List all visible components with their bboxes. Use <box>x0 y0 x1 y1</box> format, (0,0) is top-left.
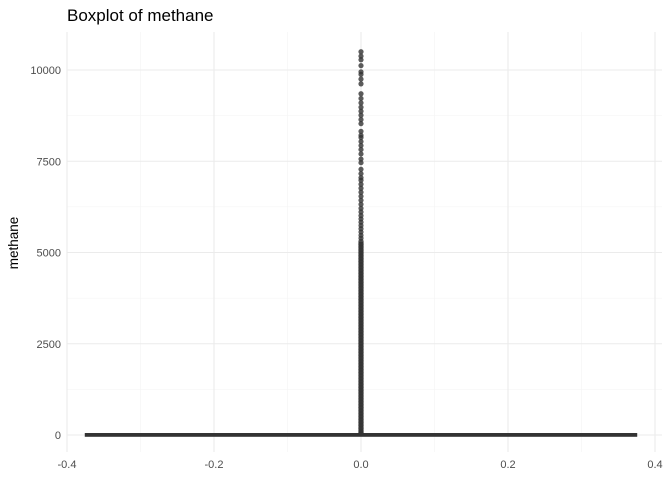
outlier-point <box>358 177 364 183</box>
y-tick-label: 10000 <box>30 65 61 77</box>
x-tick-label: 0.0 <box>353 459 368 471</box>
grid-lines <box>66 32 662 452</box>
outlier-point <box>358 430 364 436</box>
chart-title: Boxplot of methane <box>67 6 213 25</box>
outlier-point <box>358 156 364 162</box>
outlier-point <box>358 193 364 199</box>
outlier-point <box>358 104 364 110</box>
y-tick-label: 7500 <box>37 156 61 168</box>
outlier-point <box>358 81 364 87</box>
y-tick-label: 2500 <box>37 339 61 351</box>
plot-data <box>84 49 638 437</box>
outlier-point <box>358 160 364 166</box>
outlier-point <box>358 151 364 157</box>
outlier-point <box>358 76 364 82</box>
outlier-point <box>358 121 364 127</box>
outlier-point <box>358 209 364 215</box>
outlier-point <box>358 71 364 77</box>
outlier-point <box>358 197 364 203</box>
outlier-point <box>358 128 364 134</box>
axis-labels: -0.4 -0.2 0.0 0.2 0.4 0 2500 5000 7500 10000 <box>30 65 662 471</box>
outlier-point <box>358 100 364 106</box>
y-tick-label: 0 <box>55 430 61 442</box>
outlier-point <box>358 134 364 141</box>
x-tick-label: -0.2 <box>205 459 224 471</box>
outlier-point <box>358 53 364 59</box>
outlier-point <box>358 49 364 55</box>
outlier-point <box>358 95 364 102</box>
outlier-point <box>358 171 364 177</box>
y-axis-label: methane <box>6 217 21 270</box>
outlier-point <box>358 185 364 191</box>
outlier-point <box>358 91 364 97</box>
outlier-point <box>358 205 364 211</box>
outlier-point <box>358 181 364 187</box>
x-tick-label: 0.2 <box>500 459 515 471</box>
outlier-point <box>358 108 364 114</box>
x-tick-label: -0.4 <box>58 459 77 471</box>
outlier-point <box>358 57 364 63</box>
outlier-point <box>358 166 364 172</box>
outlier-point <box>358 142 364 149</box>
outlier-point <box>358 189 364 195</box>
outlier-point <box>358 117 364 123</box>
outlier-point <box>358 63 364 69</box>
outlier-point <box>358 146 364 153</box>
y-tick-label: 5000 <box>37 248 61 260</box>
x-tick-label: 0.4 <box>647 459 662 471</box>
outlier-point <box>358 112 364 118</box>
outlier-point <box>358 138 364 145</box>
outlier-point <box>358 201 364 207</box>
